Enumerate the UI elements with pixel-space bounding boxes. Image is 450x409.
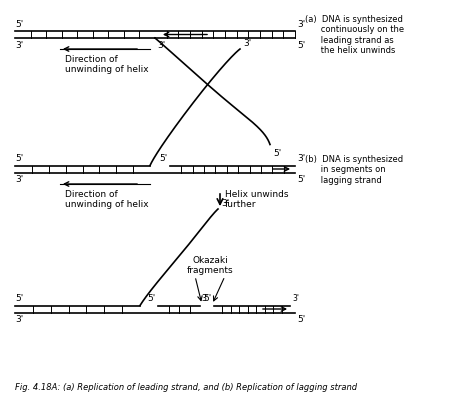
Text: 5': 5' [297, 175, 305, 184]
Text: 5': 5' [297, 315, 305, 324]
Text: 5': 5' [273, 148, 281, 157]
Text: Direction of
unwinding of helix: Direction of unwinding of helix [65, 189, 148, 209]
Text: 3': 3' [292, 294, 299, 303]
Text: 3': 3' [15, 41, 23, 50]
Text: 3': 3' [221, 198, 229, 207]
Text: 3': 3' [201, 294, 208, 303]
Text: 5': 5' [297, 41, 305, 50]
Text: 3': 3' [243, 39, 251, 48]
Text: 5': 5' [160, 154, 168, 163]
Text: 3': 3' [297, 20, 305, 29]
Text: 3': 3' [15, 175, 23, 184]
Text: (a)  DNA is synthesized
      continuously on the
      leading strand as
      : (a) DNA is synthesized continuously on t… [305, 15, 404, 55]
Text: 3': 3' [157, 41, 165, 50]
Text: 3': 3' [15, 315, 23, 324]
Text: (b)  DNA is synthesized
      in segments on
      lagging strand: (b) DNA is synthesized in segments on la… [305, 155, 403, 184]
Text: 5': 5' [15, 20, 23, 29]
Text: 5': 5' [15, 294, 23, 303]
Text: 5': 5' [15, 154, 23, 163]
Text: Direction of
unwinding of helix: Direction of unwinding of helix [65, 55, 148, 74]
Text: 5': 5' [204, 294, 212, 303]
Text: Fig. 4.18A: (a) Replication of leading strand, and (b) Replication of lagging st: Fig. 4.18A: (a) Replication of leading s… [15, 382, 357, 391]
Text: Helix unwinds
further: Helix unwinds further [225, 189, 288, 209]
Text: Okazaki
fragments: Okazaki fragments [187, 255, 233, 274]
Text: 5': 5' [148, 294, 156, 303]
Text: 3': 3' [297, 154, 305, 163]
